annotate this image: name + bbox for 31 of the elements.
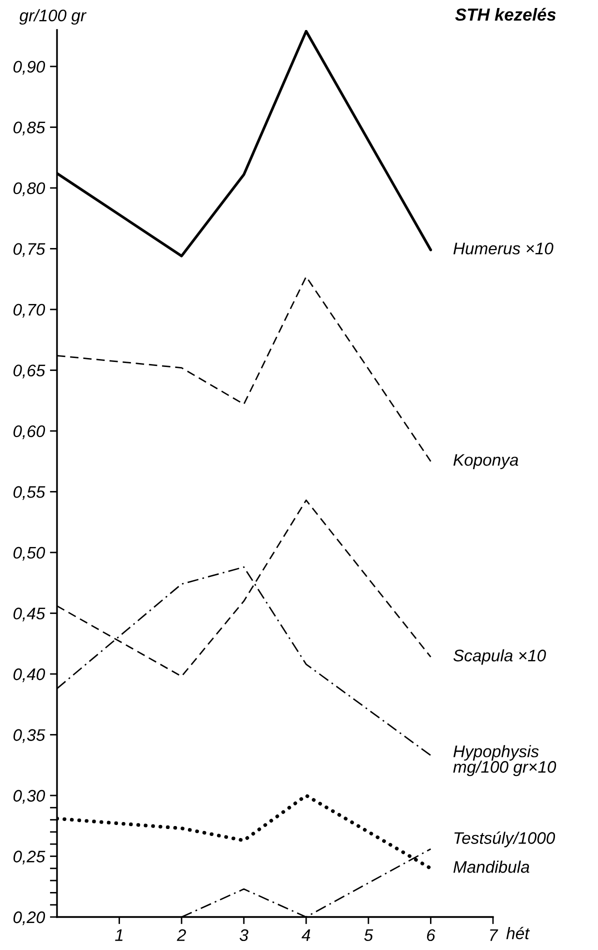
x-tick-label: 6 <box>427 929 436 942</box>
y-tick-label: 0,35 <box>13 729 46 743</box>
x-tick-label: 5 <box>364 929 374 942</box>
chart-title: STH kezelés <box>455 8 556 21</box>
series-label: Testsúly/1000 <box>454 832 556 848</box>
y-tick-label: 0,30 <box>13 790 46 804</box>
series-label: Mandibula <box>453 860 530 873</box>
y-tick-label: 0,55 <box>13 486 46 500</box>
y-tick-label: 0,65 <box>13 364 46 378</box>
y-axis-title: gr/100 gr <box>19 9 87 25</box>
series-label: Humerus ×10 <box>453 242 554 254</box>
y-tick-label: 0,20 <box>13 911 46 926</box>
series-label: Koponya <box>453 454 518 470</box>
y-tick-label: 0,90 <box>13 60 46 75</box>
x-axis-title: hét <box>506 926 530 940</box>
y-tick-label: 0,25 <box>13 850 46 864</box>
y-tick-label: 0,70 <box>13 304 46 318</box>
y-tick-label: 0,50 <box>13 546 46 561</box>
y-tick-label: 0,80 <box>13 182 46 196</box>
x-tick-label: 7 <box>490 929 498 941</box>
x-tick-label: 4 <box>302 929 310 941</box>
series-label: Hypophysis mg/100 gr×10 <box>453 745 556 776</box>
x-tick-label: 1 <box>115 929 123 941</box>
y-tick-label: 0,60 <box>13 425 46 440</box>
y-tick-label: 0,45 <box>13 608 46 622</box>
y-tick-label: 0,85 <box>13 122 46 136</box>
y-tick-label: 0,40 <box>13 668 46 682</box>
x-tick-label: 2 <box>176 929 186 941</box>
series-label: Scapula ×10 <box>453 649 546 665</box>
y-tick-label: 0,75 <box>13 243 46 257</box>
x-tick-label: 3 <box>240 929 248 942</box>
